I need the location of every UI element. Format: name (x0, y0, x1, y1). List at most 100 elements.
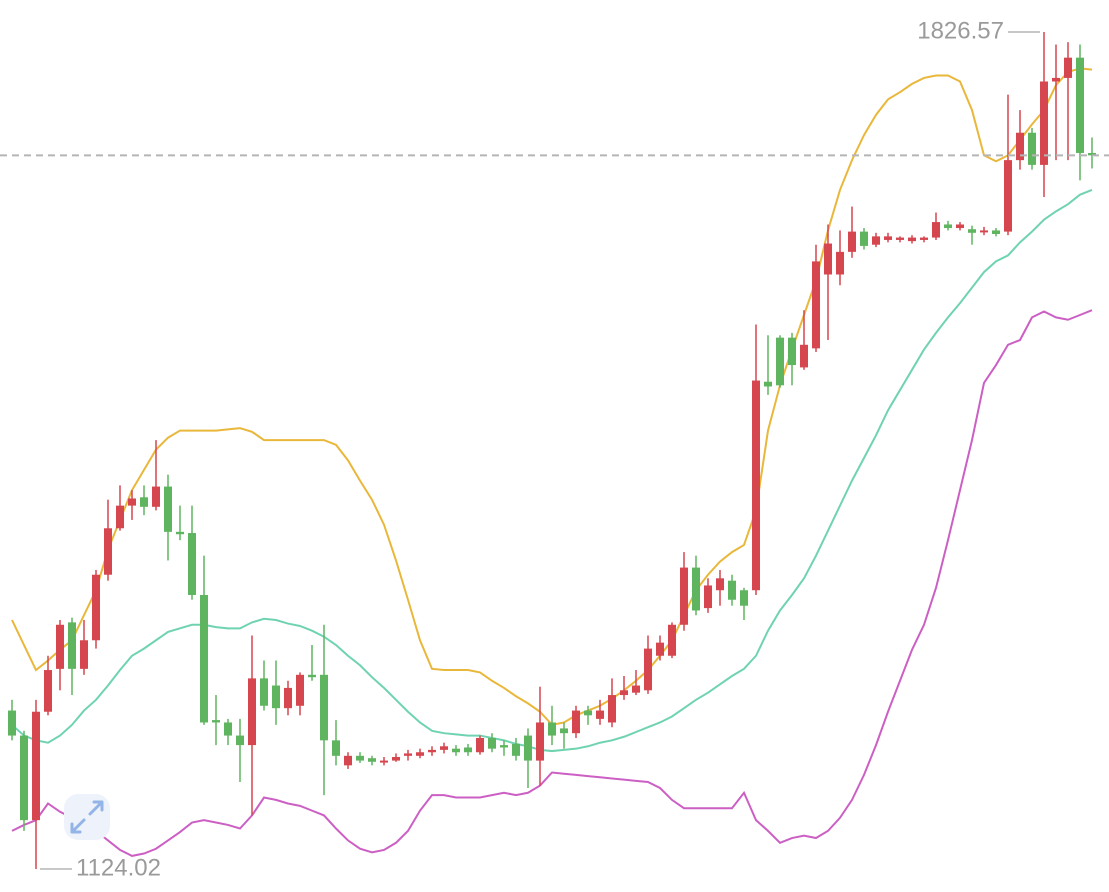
max-label: 1826.57 (917, 17, 1004, 44)
candle-body (260, 678, 268, 706)
candle-body (992, 230, 1000, 234)
band-line (11, 309, 1093, 857)
candle-body (632, 685, 640, 693)
candle-body (284, 687, 292, 709)
candle-body (80, 640, 88, 669)
candle-body (116, 505, 124, 529)
candle-body (500, 745, 508, 748)
candle-body (680, 567, 688, 625)
candle-body (692, 567, 700, 611)
candle-body (536, 722, 544, 761)
candle-body (944, 224, 952, 229)
candle-body (200, 594, 208, 723)
candle-body (920, 237, 928, 240)
candle-body (368, 758, 376, 762)
candle-body (524, 735, 532, 761)
candle-body (416, 752, 424, 756)
candle-body (176, 531, 184, 535)
candle-body (1088, 152, 1096, 156)
candle-body (32, 711, 40, 821)
candle-body (860, 231, 868, 246)
band-line (11, 188, 1093, 753)
candle-body (848, 231, 856, 252)
candle-body (404, 753, 412, 756)
candle-body (836, 251, 844, 275)
candle-body (788, 337, 796, 366)
candle-body (764, 381, 772, 387)
candle-body (320, 674, 328, 741)
candle-body (800, 344, 808, 368)
plot-area: 1826.57 1124.02 (0, 17, 1109, 881)
min-label: 1124.02 (76, 854, 161, 881)
candle-body (512, 743, 520, 756)
candle-body (140, 497, 148, 507)
candle-body (1028, 132, 1036, 165)
candle-body (104, 528, 112, 575)
candle-body (812, 261, 820, 349)
candle-body (56, 624, 64, 669)
button-bg[interactable] (64, 794, 110, 840)
candle-body (296, 674, 304, 706)
candle-body (44, 670, 52, 712)
candle-body (92, 574, 100, 641)
candle-body (824, 243, 832, 275)
candle-body (1004, 160, 1012, 232)
candle-body (980, 230, 988, 233)
candle-body (20, 735, 28, 821)
candle-body (728, 580, 736, 600)
candle-body (128, 498, 136, 506)
candle-body (668, 624, 676, 656)
candle-body (608, 695, 616, 723)
candle-body (224, 722, 232, 736)
candle-body (428, 749, 436, 753)
candle-body (488, 737, 496, 749)
candle-body (932, 222, 940, 238)
candle-body (356, 755, 364, 761)
candle-body (560, 728, 568, 734)
candle-body (1040, 81, 1048, 165)
candle-body (188, 533, 196, 595)
candle-body (956, 224, 964, 229)
expand-icon[interactable] (70, 800, 104, 834)
candle-body (644, 648, 652, 691)
candle-body (752, 380, 760, 591)
candle-body (212, 720, 220, 723)
candle-body (380, 760, 388, 763)
candle-body (344, 755, 352, 766)
candle-body (548, 722, 556, 736)
candle-body (152, 486, 160, 507)
expand-button[interactable] (64, 794, 110, 840)
candle-body (884, 236, 892, 240)
candle-body (1076, 57, 1084, 153)
candle-body (620, 690, 628, 696)
candle-body (656, 642, 664, 656)
candle-body (464, 747, 472, 753)
candle-body (308, 674, 316, 678)
candle-body (272, 685, 280, 709)
candle-body (740, 590, 748, 606)
candle-body (8, 710, 16, 736)
candle-body (164, 486, 172, 532)
candle-body (68, 622, 76, 669)
candle-body (392, 757, 400, 761)
candle-body (584, 710, 592, 716)
candle-body (704, 585, 712, 609)
candle-body (1016, 132, 1024, 161)
candle-body (1064, 57, 1072, 78)
candle-body (572, 710, 580, 734)
candle-body (248, 678, 256, 746)
candle-body (236, 735, 244, 746)
candle-body (908, 237, 916, 242)
candle-body (440, 746, 448, 750)
candle-body (968, 229, 976, 233)
candle-body (332, 740, 340, 756)
candle-body (716, 578, 724, 591)
candle-body (1052, 77, 1060, 82)
candle-body (896, 237, 904, 240)
candle-body (452, 748, 460, 753)
candle-body (476, 737, 484, 753)
candle-body (776, 337, 784, 386)
candle-body (596, 710, 604, 719)
